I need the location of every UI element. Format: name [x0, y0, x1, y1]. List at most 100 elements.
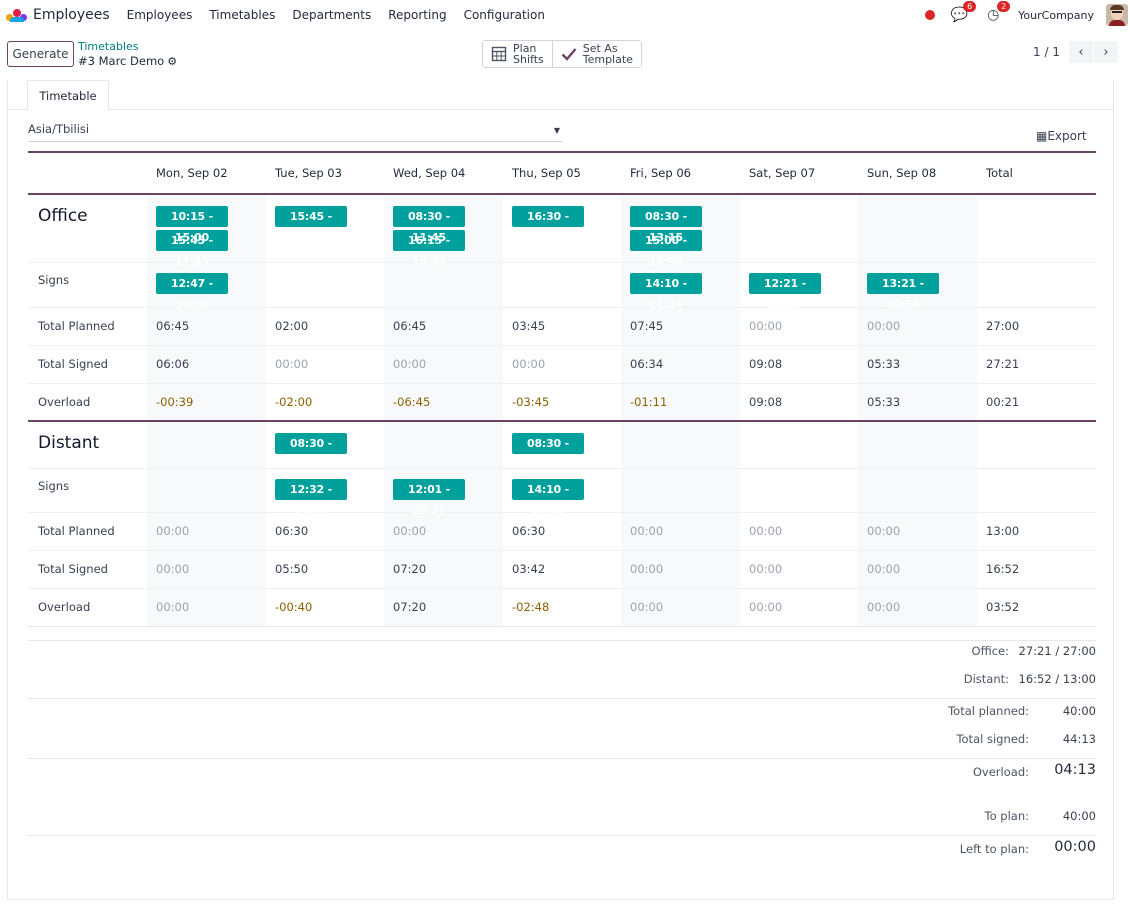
day-cell: [740, 420, 858, 468]
day-cell: 06:06: [147, 344, 266, 383]
time-value: 03:45: [512, 319, 546, 333]
time-value: 07:45: [630, 319, 664, 333]
distant-total-planned-row: Total Planned 00:00 06:30 00:00 06:30 00:00 00…: [28, 511, 1096, 550]
sign-chip[interactable]: 12:01 - 20:21: [393, 478, 465, 517]
sign-chip[interactable]: 13:21 - 18:54: [867, 272, 939, 311]
office-overload-row: Overload -00:39 -02:00 -06:45 -03:45 -01:11 09…: [28, 382, 1096, 421]
check-icon: [561, 48, 577, 61]
day-cell: 09:08: [740, 344, 858, 383]
shift-chip[interactable]: 16:30 - 20:15: [512, 206, 584, 244]
shift-chip[interactable]: 10:15 - 15:00: [156, 206, 228, 244]
shift-chip[interactable]: 08:30 - 15:00: [512, 433, 584, 471]
time-value: 06:45: [393, 319, 427, 333]
app-title[interactable]: Employees: [33, 6, 110, 23]
day-cell: 00:00: [147, 511, 266, 550]
shift-chip[interactable]: 16:15 - 19:45: [393, 230, 465, 268]
day-cell: 06:45: [384, 306, 503, 345]
plan-shifts-button[interactable]: Plan Shifts: [483, 41, 552, 67]
sign-chip[interactable]: 14:10 - 21:34: [630, 272, 702, 311]
generate-button[interactable]: Generate: [7, 41, 74, 67]
day-cell: 08:30 - 13:1515:00 - 18:00: [621, 194, 740, 268]
shift-chip[interactable]: 08:30 - 11:45: [393, 206, 465, 244]
day-cell: 03:45: [503, 306, 621, 345]
section-cell: Office: [28, 194, 147, 262]
menu-reporting[interactable]: Reporting: [388, 7, 447, 22]
row-label: Total Planned: [28, 511, 147, 550]
day-cell: 00:00: [740, 511, 858, 550]
day-cell: 06:45: [147, 306, 266, 345]
day-cell: 12:01 - 20:21: [384, 467, 503, 517]
time-value: 00:00: [630, 524, 664, 538]
shift-chip[interactable]: 08:30 - 15:00: [275, 433, 347, 471]
day-cell: [858, 467, 977, 512]
shift-chip[interactable]: 08:30 - 13:15: [630, 206, 702, 244]
section-title: Office: [38, 206, 88, 226]
summary-total-signed-label: Total signed:: [956, 732, 1029, 746]
shift-chip[interactable]: 15:45 - 17:45: [275, 206, 347, 244]
summary-left-to-plan-value: 00:00: [1054, 839, 1096, 855]
day-cell: 00:00: [740, 549, 858, 588]
form-sheet: Timetable Asia/Tbilisi ▼ ▦Export Mon, Se…: [7, 80, 1114, 900]
total-cell: 27:21: [977, 344, 1096, 383]
pager: 1 / 1 ‹ ›: [1033, 41, 1118, 63]
messages-button[interactable]: 💬 6: [950, 1, 977, 24]
day-cell: 00:00: [503, 344, 621, 383]
distant-shifts-row: Distant 08:30 - 15:00 08:30 - 15:00: [28, 420, 1096, 471]
clock-icon: ◷: [987, 7, 1000, 23]
day-cell: -06:45: [384, 382, 503, 421]
timezone-select[interactable]: Asia/Tbilisi ▼: [28, 122, 562, 142]
user-avatar[interactable]: [1106, 4, 1128, 26]
time-value: 06:30: [512, 524, 546, 538]
tab-timetable[interactable]: Timetable: [27, 80, 109, 111]
time-value: 00:00: [749, 600, 783, 614]
row-label: Overload: [28, 382, 147, 421]
app-brand[interactable]: Employees: [6, 7, 127, 23]
day-cell: 07:45: [621, 306, 740, 345]
activities-button[interactable]: ◷ 2: [984, 1, 1011, 24]
time-value: 05:50: [275, 562, 309, 576]
breadcrumb-parent[interactable]: Timetables: [78, 40, 139, 53]
time-value: 00:00: [156, 562, 190, 576]
day-cell: [384, 261, 503, 307]
menu-employees[interactable]: Employees: [126, 7, 193, 22]
day-cell: 00:00: [740, 587, 858, 627]
day-cell: [503, 261, 621, 307]
sign-chip[interactable]: 14:10 - 18:42: [512, 478, 584, 517]
day-cell: 08:30 - 15:00: [266, 420, 384, 471]
day-cell: 09:08: [740, 382, 858, 421]
menu-configuration[interactable]: Configuration: [463, 7, 545, 22]
sign-chip[interactable]: 12:32 - 19:22: [275, 478, 347, 517]
chevron-right-icon: ›: [1103, 44, 1109, 60]
menu-timetables[interactable]: Timetables: [209, 7, 276, 22]
day-cell: 14:10 - 21:34: [621, 261, 740, 311]
sign-chip[interactable]: 12:21 - 21:29: [749, 272, 821, 311]
status-dot-icon[interactable]: [925, 10, 936, 20]
day-cell: [740, 194, 858, 262]
set-as-template-button[interactable]: Set As Template: [551, 41, 641, 67]
export-button[interactable]: ▦Export: [1036, 129, 1087, 143]
sign-chip[interactable]: 12:47 - 19:53: [156, 272, 228, 311]
time-value: -02:48: [512, 600, 550, 614]
row-label: Overload: [28, 587, 147, 627]
header-day: Fri, Sep 06: [621, 151, 740, 195]
menu-departments[interactable]: Departments: [292, 7, 372, 22]
pager-next-button[interactable]: ›: [1094, 41, 1118, 63]
time-value: -00:39: [156, 394, 194, 409]
summary-total-planned-label: Total planned:: [948, 704, 1029, 718]
pager-previous-button[interactable]: ‹: [1069, 41, 1093, 63]
gear-icon[interactable]: ⚙: [167, 55, 178, 68]
pager-value[interactable]: 1 / 1: [1033, 45, 1060, 59]
time-value: 06:34: [630, 357, 664, 371]
time-value: 05:33: [867, 357, 901, 371]
export-label: Export: [1047, 129, 1087, 143]
company-switcher[interactable]: YourCompany: [1018, 8, 1094, 22]
shift-chip[interactable]: 15:45 - 17:45: [156, 230, 228, 268]
calendar-grid-icon: [491, 46, 507, 62]
day-cell: 00:00: [740, 306, 858, 345]
total-cell: [977, 467, 1096, 512]
distant-total-signed-row: Total Signed 00:00 05:50 07:20 03:42 00:00 00:…: [28, 549, 1096, 588]
shift-chip[interactable]: 15:00 - 18:00: [630, 230, 702, 268]
time-value: 00:00: [393, 357, 427, 371]
time-value: 06:06: [156, 357, 190, 371]
day-cell: 07:20: [384, 549, 503, 588]
